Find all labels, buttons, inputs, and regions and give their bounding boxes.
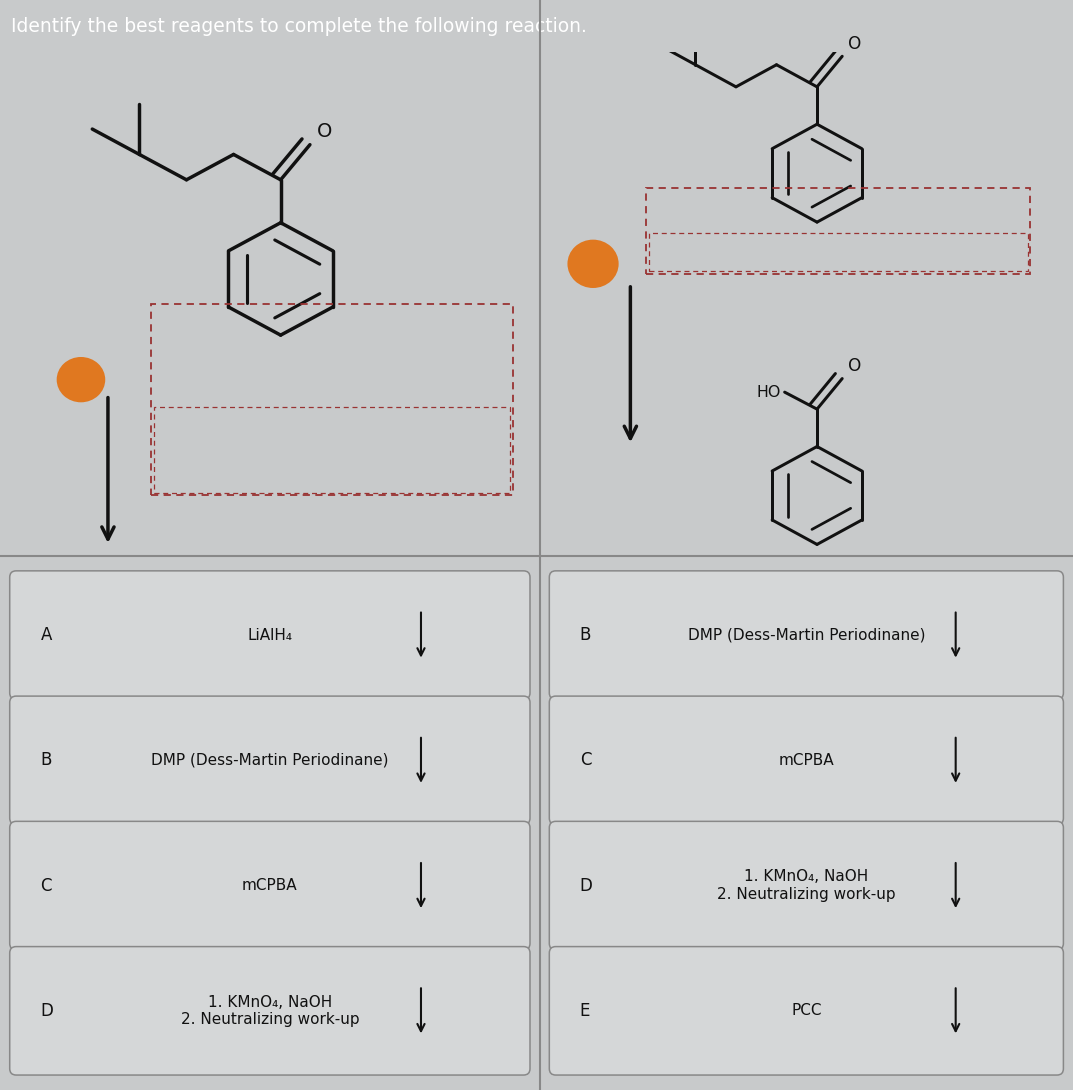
FancyBboxPatch shape [10,571,530,700]
Text: 1. KMnO₄, NaOH
2. Neutralizing work-up: 1. KMnO₄, NaOH 2. Neutralizing work-up [180,994,359,1027]
FancyBboxPatch shape [549,697,1063,824]
Text: mCPBA: mCPBA [779,753,834,767]
Text: B: B [41,751,52,770]
FancyBboxPatch shape [549,571,1063,700]
Text: DMP (Dess-Martin Periodinane): DMP (Dess-Martin Periodinane) [688,628,925,643]
Text: O: O [848,35,862,52]
Circle shape [57,358,105,402]
FancyBboxPatch shape [10,697,530,824]
Text: Identify the best reagents to complete the following reaction.: Identify the best reagents to complete t… [11,16,587,36]
Text: LiAlH₄: LiAlH₄ [248,628,292,643]
Text: PCC: PCC [791,1003,822,1018]
FancyBboxPatch shape [549,822,1063,949]
Circle shape [568,240,619,288]
FancyBboxPatch shape [549,946,1063,1075]
Text: A: A [41,626,52,644]
FancyBboxPatch shape [10,946,530,1075]
Text: 1. KMnO₄, NaOH
2. Neutralizing work-up: 1. KMnO₄, NaOH 2. Neutralizing work-up [717,870,896,901]
Text: C: C [41,876,52,895]
Text: O: O [317,122,332,141]
Text: DMP (Dess-Martin Periodinane): DMP (Dess-Martin Periodinane) [151,753,388,767]
Text: B: B [579,626,591,644]
Text: O: O [848,358,862,375]
Text: HO: HO [756,385,781,400]
Text: D: D [41,1002,54,1020]
Text: C: C [579,751,591,770]
FancyBboxPatch shape [10,822,530,949]
Text: mCPBA: mCPBA [242,879,297,893]
Text: D: D [579,876,592,895]
Text: E: E [579,1002,590,1020]
